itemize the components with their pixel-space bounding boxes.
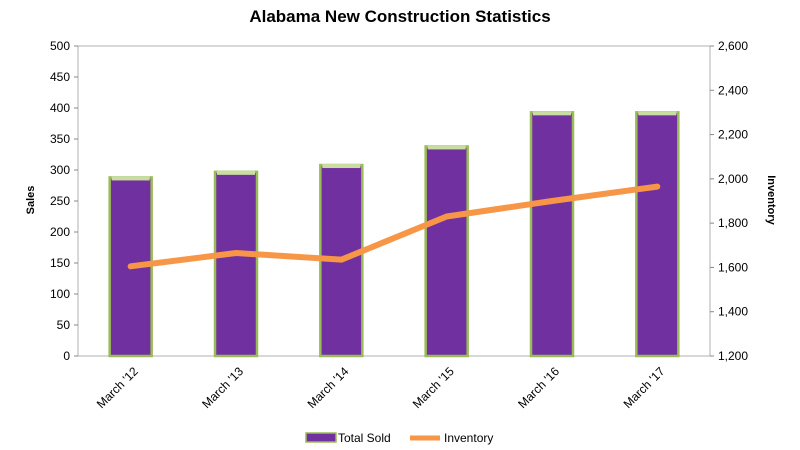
x-tick-label: March '14 (305, 364, 352, 411)
bar-top-highlight (638, 111, 677, 116)
y-tick-label: 0 (63, 349, 70, 363)
y2-tick-label: 1,800 (718, 216, 748, 230)
bar-top-highlight (533, 111, 571, 116)
y-tick-label: 200 (50, 225, 70, 239)
y-axis-title: Sales (25, 186, 37, 215)
y-tick-label: 150 (50, 256, 70, 270)
chart-title: Alabama New Construction Statistics (249, 7, 550, 26)
y-tick-label: 450 (50, 70, 70, 84)
y2-tick-label: 2,400 (718, 83, 748, 97)
x-tick-label: March '13 (199, 364, 246, 411)
y2-axis-title: Inventory (765, 175, 777, 225)
bar-top-highlight (427, 145, 466, 150)
y2-tick-label: 2,600 (718, 39, 748, 53)
y2-tick-label: 1,400 (718, 305, 748, 319)
y-tick-label: 350 (50, 132, 70, 146)
legend-label-total-sold: Total Sold (338, 431, 391, 445)
bar-top-highlight (111, 176, 150, 181)
plot-area (77, 45, 711, 357)
y-tick-label: 500 (50, 39, 70, 53)
line-inventory (127, 183, 661, 270)
bar-total-sold (635, 111, 680, 358)
x-tick-label: March '12 (94, 364, 141, 411)
bar-total-sold (213, 170, 259, 358)
y2-tick-label: 1,200 (718, 349, 748, 363)
y2-tick-label: 1,600 (718, 260, 748, 274)
legend: Total Sold Inventory (305, 431, 493, 445)
y-tick-label: 250 (50, 194, 70, 208)
legend-label-inventory: Inventory (444, 431, 493, 445)
x-tick-label: March '15 (410, 364, 457, 411)
bar-total-sold (529, 111, 575, 358)
bar-total-sold (424, 145, 469, 358)
y-tick-label: 400 (50, 101, 70, 115)
bar-top-highlight (217, 170, 255, 175)
bar-top-highlight (322, 164, 361, 169)
legend-swatch-total-sold (305, 432, 337, 443)
y2-tick-label: 2,000 (718, 172, 748, 186)
y-tick-label: 100 (50, 287, 70, 301)
y-tick-label: 50 (57, 318, 71, 332)
x-tick-label: March '16 (515, 364, 562, 411)
y-tick-label: 300 (50, 163, 70, 177)
y2-tick-label: 2,200 (718, 128, 748, 142)
x-tick-label: March '17 (621, 364, 668, 411)
